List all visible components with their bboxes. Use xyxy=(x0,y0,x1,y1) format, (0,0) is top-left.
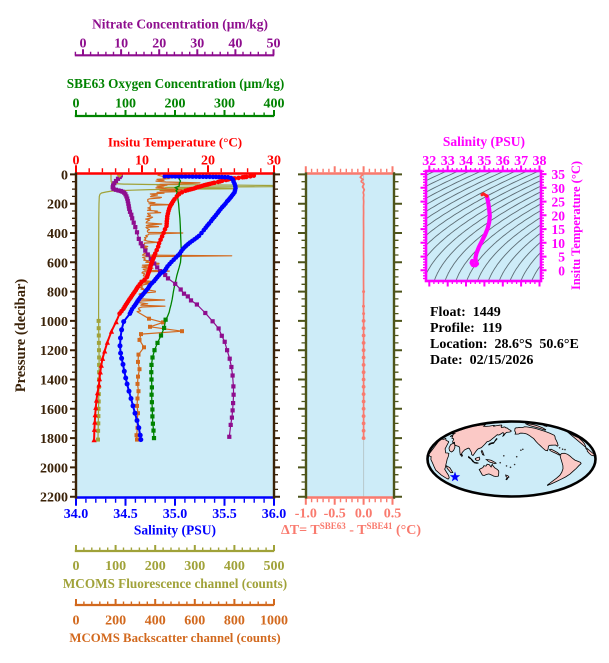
svg-text:0: 0 xyxy=(73,97,80,112)
svg-text:Insitu Temperature (°C): Insitu Temperature (°C) xyxy=(569,161,583,290)
svg-text:0: 0 xyxy=(73,614,80,629)
svg-text:Date: 02/15/2026: Date: 02/15/2026 xyxy=(430,353,533,368)
svg-text:34: 34 xyxy=(459,154,473,169)
svg-text:Nitrate Concentration (µm/kg): Nitrate Concentration (µm/kg) xyxy=(92,17,268,32)
svg-text:35: 35 xyxy=(477,154,491,169)
svg-text:MCOMS Fluorescence channel (co: MCOMS Fluorescence channel (counts) xyxy=(63,576,287,591)
svg-text:34.0: 34.0 xyxy=(64,507,89,522)
svg-text:300: 300 xyxy=(184,559,205,574)
svg-text:34.5: 34.5 xyxy=(113,507,138,522)
svg-text:100: 100 xyxy=(115,97,136,112)
svg-text:-0.5: -0.5 xyxy=(324,506,346,521)
svg-text:600: 600 xyxy=(47,256,68,271)
svg-text:Location: 28.6°S 50.6°E: Location: 28.6°S 50.6°E xyxy=(430,337,579,352)
svg-text:1800: 1800 xyxy=(40,432,68,447)
svg-text:35.5: 35.5 xyxy=(212,507,237,522)
svg-text:400: 400 xyxy=(145,614,166,629)
svg-text:1600: 1600 xyxy=(40,403,68,418)
svg-text:20: 20 xyxy=(152,36,166,51)
svg-text:1400: 1400 xyxy=(40,374,68,389)
svg-text:2200: 2200 xyxy=(40,491,68,506)
svg-text:50: 50 xyxy=(267,36,281,51)
svg-text:600: 600 xyxy=(184,614,205,629)
svg-text:400: 400 xyxy=(224,559,245,574)
svg-text:800: 800 xyxy=(224,614,245,629)
svg-text:Profile: 119: Profile: 119 xyxy=(430,321,502,336)
svg-text:200: 200 xyxy=(145,559,166,574)
svg-text:0.5: 0.5 xyxy=(384,506,402,521)
svg-text:400: 400 xyxy=(47,227,68,242)
svg-text:40: 40 xyxy=(228,36,242,51)
svg-text:800: 800 xyxy=(47,286,68,301)
svg-text:200: 200 xyxy=(105,614,126,629)
svg-text:35.0: 35.0 xyxy=(163,507,188,522)
svg-text:15: 15 xyxy=(552,222,566,237)
svg-text:300: 300 xyxy=(214,97,235,112)
svg-text:-1.0: -1.0 xyxy=(295,506,317,521)
svg-text:36: 36 xyxy=(496,154,510,169)
svg-text:Salinity (PSU): Salinity (PSU) xyxy=(443,134,525,149)
svg-text:36.0: 36.0 xyxy=(262,507,287,522)
svg-text:0: 0 xyxy=(558,263,565,278)
svg-text:Pressure (decibar): Pressure (decibar) xyxy=(13,279,29,393)
svg-text:1000: 1000 xyxy=(40,315,68,330)
svg-text:5: 5 xyxy=(558,250,565,265)
svg-text:Salinity (PSU): Salinity (PSU) xyxy=(134,523,216,538)
svg-text:2000: 2000 xyxy=(40,461,68,476)
svg-text:100: 100 xyxy=(105,559,126,574)
svg-text:1200: 1200 xyxy=(40,344,68,359)
svg-text:0: 0 xyxy=(73,559,80,574)
svg-text:0.0: 0.0 xyxy=(355,506,373,521)
svg-text:25: 25 xyxy=(552,195,566,210)
svg-text:38: 38 xyxy=(533,154,547,169)
svg-text:200: 200 xyxy=(165,97,186,112)
svg-text:500: 500 xyxy=(264,559,285,574)
svg-text:0: 0 xyxy=(73,154,80,169)
svg-text:0: 0 xyxy=(80,36,87,51)
svg-text:SBE63 Oxygen Concentration (µm: SBE63 Oxygen Concentration (µm/kg) xyxy=(67,76,285,91)
svg-text:Insitu Temperature (°C): Insitu Temperature (°C) xyxy=(108,135,242,150)
svg-text:10: 10 xyxy=(552,236,566,251)
svg-text:32: 32 xyxy=(422,154,436,169)
svg-text:1000: 1000 xyxy=(260,614,288,629)
svg-text:37: 37 xyxy=(514,154,528,169)
svg-text:10: 10 xyxy=(114,36,128,51)
svg-text:30: 30 xyxy=(552,181,566,196)
svg-text:0: 0 xyxy=(61,168,68,183)
svg-text:35: 35 xyxy=(552,167,566,182)
svg-text:20: 20 xyxy=(201,154,215,169)
svg-text:400: 400 xyxy=(264,97,285,112)
svg-text:30: 30 xyxy=(190,36,204,51)
svg-text:200: 200 xyxy=(47,198,68,213)
svg-text:20: 20 xyxy=(552,208,566,223)
svg-text:33: 33 xyxy=(441,154,455,169)
svg-text:Float: 1449: Float: 1449 xyxy=(430,305,501,320)
svg-text:10: 10 xyxy=(135,154,149,169)
svg-text:30: 30 xyxy=(267,154,281,169)
svg-text:MCOMS Backscatter channel (cou: MCOMS Backscatter channel (counts) xyxy=(69,631,280,645)
svg-text:ΔT= TSBE63 - TSBE41 (°C): ΔT= TSBE63 - TSBE41 (°C) xyxy=(281,521,421,538)
